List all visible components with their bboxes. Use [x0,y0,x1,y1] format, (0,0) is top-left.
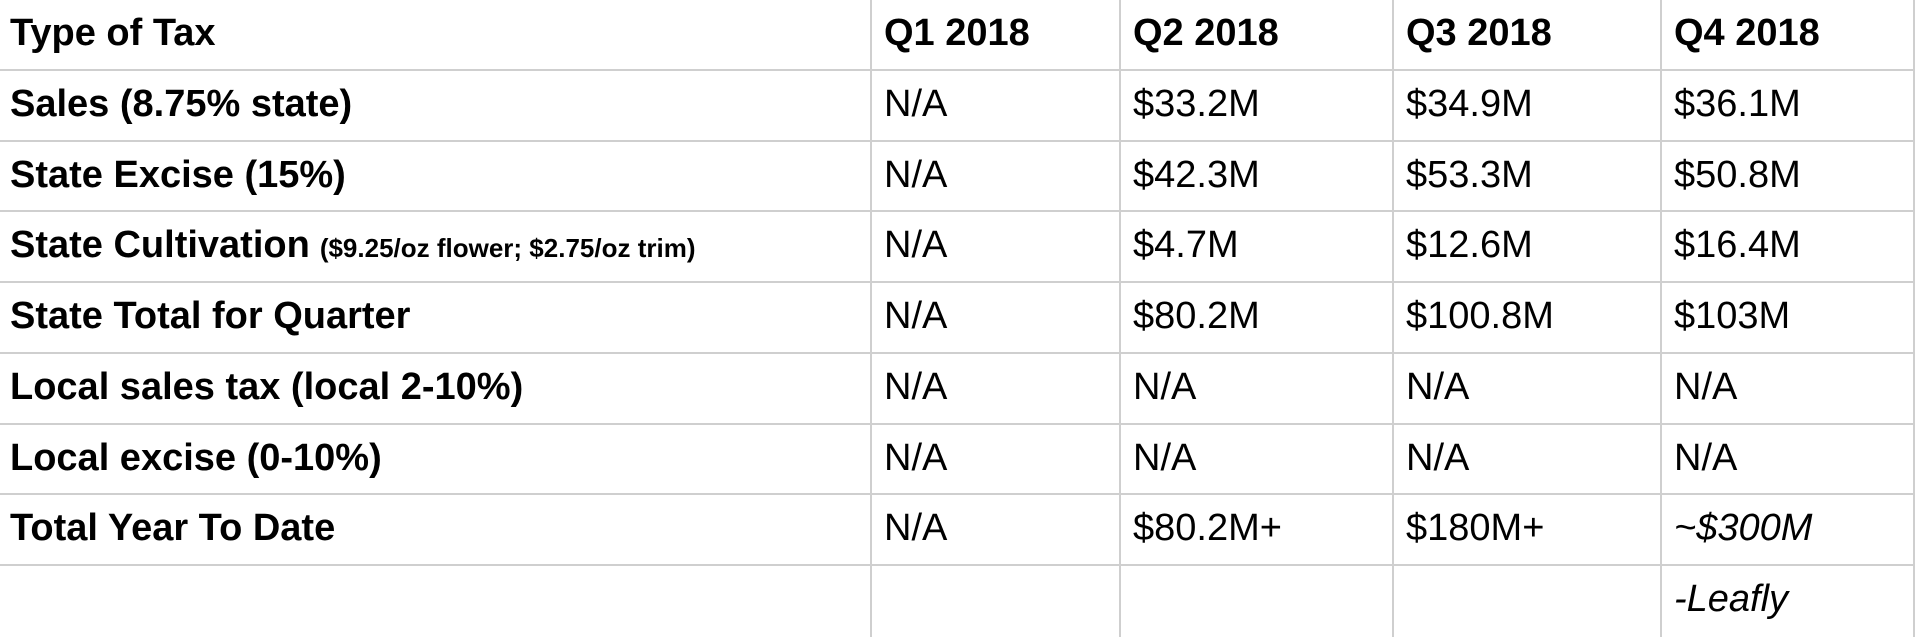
table-row-local-sales-tax: Local sales tax (local 2-10%) N/A N/A N/… [0,353,1915,425]
table-row-total-ytd: Total Year To Date N/A $80.2M+ $180M+ ~$… [0,495,1915,567]
cell-value: N/A [872,353,1121,425]
cell-value: $80.2M [1121,283,1394,354]
cell-value: $36.1M [1662,70,1915,142]
cell-value: $4.7M [1121,212,1394,284]
cell-empty [1121,566,1394,637]
cell-empty [1394,566,1662,637]
row-label-empty [0,566,872,637]
table-row-state-excise: State Excise (15%) N/A $42.3M $53.3M $50… [0,141,1915,213]
table-row-local-excise: Local excise (0-10%) N/A N/A N/A N/A [0,424,1915,496]
row-label: State Excise (15%) [0,141,872,213]
cell-value: $33.2M [1121,70,1394,142]
row-label-rate-detail: ($9.25/oz flower; $2.75/oz trim) [319,233,696,264]
table-row-sales: Sales (8.75% state) N/A $33.2M $34.9M $3… [0,70,1915,142]
row-label: Sales (8.75% state) [0,70,872,142]
cell-value: N/A [1662,353,1915,425]
cell-value-estimate: ~$300M [1662,495,1915,567]
column-header-q3-2018: Q3 2018 [1394,0,1662,71]
cell-empty [872,566,1121,637]
table-row-state-cultivation: State Cultivation ($9.25/oz flower; $2.75… [0,212,1915,284]
row-label: State Cultivation ($9.25/oz flower; $2.75… [0,212,872,284]
cell-value: $12.6M [1394,212,1662,284]
cell-value: N/A [872,212,1121,284]
cell-value: N/A [872,495,1121,567]
cell-value: N/A [872,70,1121,142]
table-header-row: Type of Tax Q1 2018 Q2 2018 Q3 2018 Q4 2… [0,0,1915,71]
cell-value: $100.8M [1394,283,1662,354]
table-row-attribution: -Leafly [0,566,1915,637]
row-label-main: State Cultivation [10,224,310,267]
cell-value: N/A [872,424,1121,496]
column-header-q1-2018: Q1 2018 [872,0,1121,71]
cell-value: N/A [1394,424,1662,496]
cell-value: $103M [1662,283,1915,354]
row-label: State Total for Quarter [0,283,872,354]
cell-value: N/A [872,283,1121,354]
cell-value: N/A [1121,424,1394,496]
table-row-state-total: State Total for Quarter N/A $80.2M $100.… [0,283,1915,354]
column-header-q2-2018: Q2 2018 [1121,0,1394,71]
cell-value: $16.4M [1662,212,1915,284]
cell-value: N/A [1662,424,1915,496]
cell-value: N/A [1121,353,1394,425]
column-header-q4-2018: Q4 2018 [1662,0,1915,71]
cell-value: $80.2M+ [1121,495,1394,567]
cell-value: $180M+ [1394,495,1662,567]
cell-value: N/A [872,141,1121,213]
cell-value: N/A [1394,353,1662,425]
row-label: Local sales tax (local 2-10%) [0,353,872,425]
column-header-type-of-tax: Type of Tax [0,0,872,71]
cell-value: $50.8M [1662,141,1915,213]
row-label: Local excise (0-10%) [0,424,872,496]
cell-value: $53.3M [1394,141,1662,213]
cell-value: $34.9M [1394,70,1662,142]
row-label: Total Year To Date [0,495,872,567]
cell-value: $42.3M [1121,141,1394,213]
attribution-leafly: -Leafly [1662,566,1915,637]
